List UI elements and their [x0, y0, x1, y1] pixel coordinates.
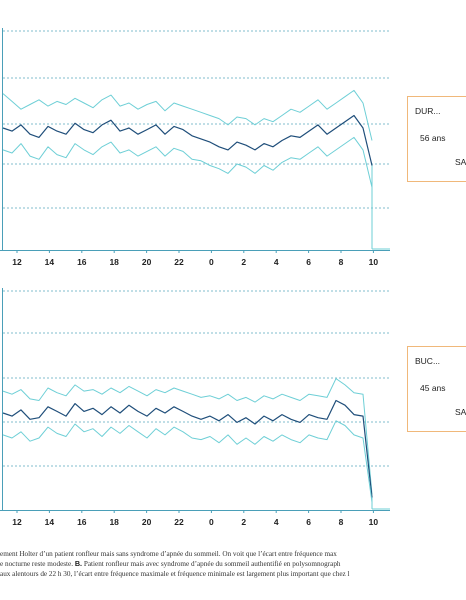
chart-a-tick-label: 18	[109, 257, 119, 267]
chart-b-tick-label: 6	[306, 517, 311, 527]
chart-b-tick-label: 20	[142, 517, 152, 527]
chart-b-tick-label: 4	[274, 517, 279, 527]
chart-a-sas-label: SAS	[455, 157, 466, 167]
chart-a-tick-label: 22	[174, 257, 184, 267]
chart-a-tick-label: 4	[274, 257, 279, 267]
chart-b-series-mean	[2, 399, 373, 498]
chart-b-tick-label: 16	[77, 517, 87, 527]
chart-a-series-mean	[2, 114, 373, 166]
chart-a-tick-label: 6	[306, 257, 311, 267]
chart-a-tick-label: 20	[142, 257, 152, 267]
chart-b: 12 14 16 18 20 22 0 2 4 6 8 10	[0, 288, 390, 527]
chart-a-patient-age: 56 ans	[420, 133, 446, 143]
chart-a-tick-label: 2	[241, 257, 246, 267]
chart-b-series-min	[2, 420, 373, 503]
holter-charts: 12 14 16 18 20 22 0 2 4 6 8 10 12 14 16 18 20 22 0 2 4 6 8 10	[0, 28, 390, 527]
chart-b-tick-label: 2	[241, 517, 246, 527]
chart-b-tick-label: 12	[12, 517, 22, 527]
chart-b-sas-label: SAS	[455, 407, 466, 417]
chart-a-tick-label: 14	[45, 257, 55, 267]
caption-line-3: aux alentours de 22 h 30, l’écart entre …	[0, 570, 350, 578]
chart-a-tick-label: 12	[12, 257, 22, 267]
figure-caption: ement Holter d’un patient ronfleur mais …	[0, 549, 466, 600]
chart-a-tick-label: 8	[339, 257, 344, 267]
chart-a-series	[2, 89, 390, 250]
chart-a-info-box: DUR... 56 ans SAS	[407, 96, 466, 182]
chart-a-tick-label: 16	[77, 257, 87, 267]
caption-line-1: ement Holter d’un patient ronfleur mais …	[0, 550, 337, 558]
chart-a-ticks: 12 14 16 18 20 22 0 2 4 6 8 10	[12, 250, 378, 267]
chart-a-series-min	[2, 136, 373, 188]
chart-b-ticks: 12 14 16 18 20 22 0 2 4 6 8 10	[12, 510, 378, 527]
chart-b-series-max	[2, 378, 373, 495]
caption-line-2: e nocturne reste modeste. B. Patient ron…	[0, 559, 466, 569]
chart-a-tick-label: 0	[209, 257, 214, 267]
caption-line-2-c: Patient ronfleur mais avec syndrome d’ap…	[83, 560, 341, 568]
caption-line-2-a: e nocturne reste modeste.	[0, 560, 74, 568]
chart-a-patient-name: DUR...	[415, 106, 441, 116]
chart-a-tick-label: 10	[369, 257, 379, 267]
chart-b-tick-label: 0	[209, 517, 214, 527]
chart-a: 12 14 16 18 20 22 0 2 4 6 8 10	[0, 28, 390, 267]
chart-b-tick-label: 14	[45, 517, 55, 527]
chart-b-patient-age: 45 ans	[420, 383, 446, 393]
chart-b-tick-label: 18	[109, 517, 119, 527]
chart-a-series-max	[2, 89, 373, 141]
chart-b-info-box: BUC... 45 ans SAS	[407, 346, 466, 432]
caption-panel-b-label: B.	[74, 559, 83, 568]
chart-b-patient-name: BUC...	[415, 356, 441, 366]
chart-b-series	[2, 378, 390, 510]
chart-b-tick-label: 22	[174, 517, 184, 527]
chart-b-tick-label: 10	[369, 517, 379, 527]
chart-b-tick-label: 8	[339, 517, 344, 527]
